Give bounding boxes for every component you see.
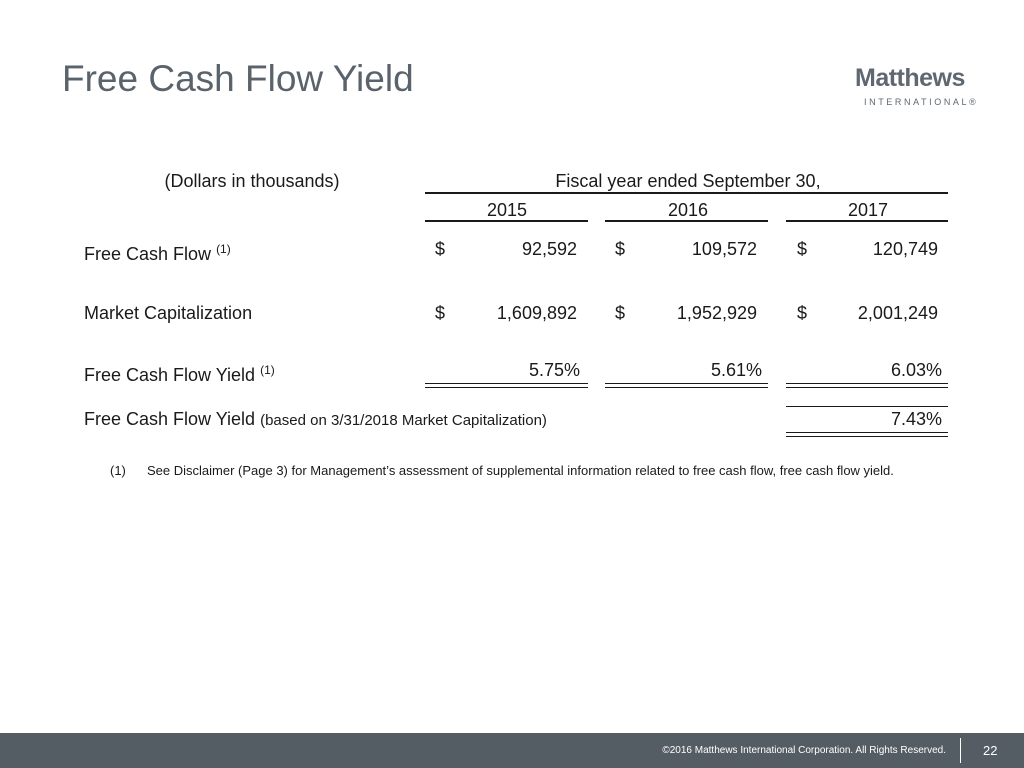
- row-label: Free Cash Flow Yield (based on 3/31/2018…: [84, 408, 547, 432]
- row-label: Free Cash Flow Yield (1): [84, 359, 275, 386]
- header-rule: [425, 192, 948, 194]
- double-rule: [605, 387, 768, 388]
- value-cell: 5.61%: [710, 360, 762, 380]
- value-cell: 6.03%: [890, 360, 942, 380]
- year-rule: [605, 220, 768, 222]
- double-rule: [786, 432, 948, 433]
- double-rule: [786, 387, 948, 388]
- currency: $: [797, 239, 808, 259]
- row-label: Market Capitalization: [84, 303, 253, 323]
- row-label-text: Free Cash Flow: [84, 244, 212, 264]
- slide-title: Free Cash Flow Yield: [62, 58, 414, 99]
- double-rule: [786, 436, 948, 437]
- double-rule: [605, 383, 768, 384]
- footnote-ref: (1): [260, 363, 275, 377]
- period-header: Fiscal year ended September 30,: [555, 171, 821, 191]
- logo-subtitle: INTERNATIONAL®: [864, 97, 979, 107]
- footer-bar: ©2016 Matthews International Corporation…: [0, 733, 1024, 768]
- sum-rule: [786, 406, 948, 407]
- row-label-note: (based on 3/31/2018 Market Capitalizatio…: [260, 412, 547, 429]
- year-rule: [786, 220, 948, 222]
- year-rule: [425, 220, 588, 222]
- row-label-text: Free Cash Flow Yield: [84, 409, 256, 429]
- year-header: 2015: [486, 200, 528, 220]
- year-header: 2016: [667, 200, 709, 220]
- footnote-text: See Disclaimer (Page 3) for Management’s…: [147, 463, 894, 478]
- footnote-ref: (1): [216, 242, 231, 256]
- currency: $: [435, 239, 446, 259]
- value-cell: 7.43%: [890, 409, 942, 429]
- value-cell: 2,001,249: [857, 303, 938, 323]
- double-rule: [425, 383, 588, 384]
- currency: $: [615, 239, 626, 259]
- currency: $: [435, 303, 446, 323]
- year-header: 2017: [847, 200, 889, 220]
- footer-divider: [960, 738, 961, 763]
- value-cell: 1,609,892: [496, 303, 577, 323]
- double-rule: [786, 383, 948, 384]
- value-cell: 92,592: [521, 239, 577, 259]
- units-note: (Dollars in thousands): [164, 171, 340, 191]
- currency: $: [615, 303, 626, 323]
- footnote-marker: (1): [110, 463, 126, 478]
- currency: $: [797, 303, 808, 323]
- logo-name: Matthews: [855, 64, 965, 92]
- value-cell: 109,572: [691, 239, 757, 259]
- copyright: ©2016 Matthews International Corporation…: [662, 745, 946, 756]
- row-label-text: Free Cash Flow Yield: [84, 365, 256, 385]
- row-label: Free Cash Flow (1): [84, 238, 231, 265]
- value-cell: 1,952,929: [676, 303, 757, 323]
- value-cell: 5.75%: [528, 360, 580, 380]
- value-cell: 120,749: [872, 239, 938, 259]
- double-rule: [425, 387, 588, 388]
- page-number: 22: [983, 743, 998, 758]
